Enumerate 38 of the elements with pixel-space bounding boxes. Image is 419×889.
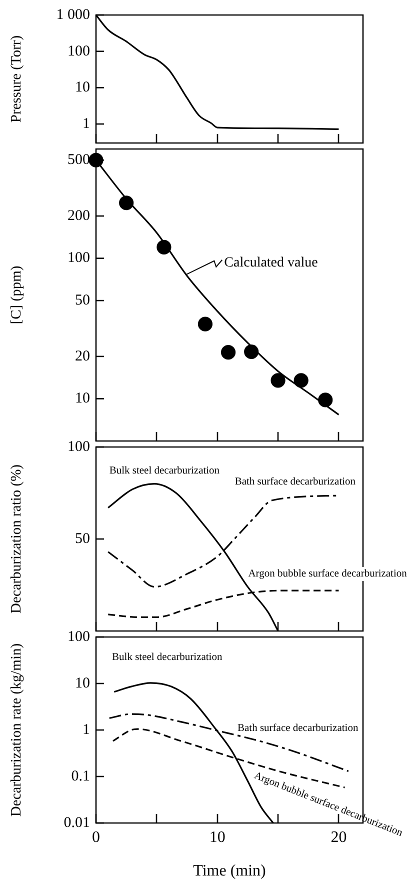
y-tick-label: 10 <box>75 675 90 692</box>
point <box>119 196 134 210</box>
y-tick-label: 20 <box>75 348 90 364</box>
point <box>198 316 213 332</box>
y-tick-label: 1 <box>82 722 90 738</box>
y-tick-label: 1 <box>82 116 90 132</box>
y-tick-label: 1 000 <box>56 6 90 23</box>
point <box>270 373 286 388</box>
series-label: Argon bubble surface decarburization <box>248 568 408 580</box>
y-tick-label: 100 <box>68 438 90 455</box>
point <box>244 344 259 360</box>
y-tick-label: 10 <box>75 80 90 96</box>
point <box>220 345 236 360</box>
y-tick-label: 50 <box>75 530 90 547</box>
y-axis-title: [C] (ppm) <box>8 266 25 324</box>
y-tick-label: 100 <box>68 250 90 266</box>
y-tick-label: 0.1 <box>71 768 90 784</box>
text: Bulk steel decarburization <box>112 652 223 664</box>
x-tick-label: 0 <box>92 828 100 846</box>
y-tick-label: 0.01 <box>64 814 90 831</box>
y-tick-label: 100 <box>68 43 90 60</box>
point <box>294 373 308 388</box>
series-label: Bath surface decarburization <box>238 722 359 734</box>
y-tick-label: 10 <box>75 390 90 407</box>
y-tick-label: 50 <box>75 292 90 308</box>
y-tick-label: 500 <box>68 152 90 168</box>
y-axis-title: Decarburization ratio (%) <box>8 464 25 614</box>
series-label: Bath surface decarburization <box>234 476 356 488</box>
point <box>156 240 172 254</box>
legend-label: Calculated value <box>224 256 318 271</box>
point <box>318 392 333 408</box>
y-axis-title: Decarburization rate (kg/min) <box>8 643 25 817</box>
series-label: Bulk steel decarburization <box>109 466 220 477</box>
y-axis-title: Pressure (Torr) <box>8 35 25 123</box>
x-tick-label: 10 <box>209 828 226 846</box>
y-tick-label: 100 <box>68 628 90 645</box>
y-tick-label: 200 <box>68 208 90 224</box>
x-axis-title: Time (min) <box>193 862 266 880</box>
